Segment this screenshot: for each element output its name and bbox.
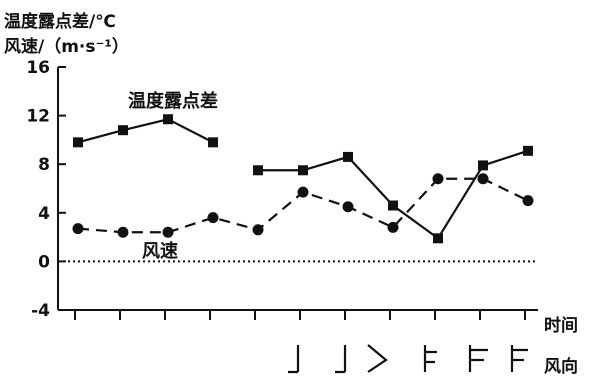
data-point	[253, 165, 263, 176]
series-layer	[72, 114, 534, 244]
data-point	[432, 173, 444, 185]
data-point	[73, 137, 83, 148]
wind-barb-icon	[367, 344, 388, 373]
data-point	[387, 221, 399, 233]
x-axis-label-time: 时间	[544, 315, 578, 336]
data-point	[478, 160, 488, 171]
y-tick-label: 8	[38, 155, 50, 175]
wind-barb-icon	[335, 345, 347, 374]
y-ticks: 16 12 8 4 0 -4	[26, 58, 66, 321]
y-tick-label: -4	[31, 301, 50, 321]
data-point	[117, 226, 129, 238]
series-1	[72, 173, 534, 238]
wind-barb-icon	[510, 345, 528, 372]
data-point	[343, 151, 353, 162]
data-point	[162, 226, 174, 238]
data-point	[208, 137, 218, 148]
series-label-wind-speed: 风速	[142, 240, 178, 262]
wind-direction-label: 风向	[544, 356, 578, 377]
data-point	[252, 224, 264, 236]
data-point	[297, 186, 309, 198]
y-axis-title-line1: 温度露点差/℃	[4, 11, 116, 32]
data-point	[523, 145, 533, 156]
data-point	[72, 223, 84, 235]
series-label-dew-point: 温度露点差	[128, 90, 218, 112]
data-point	[433, 233, 443, 244]
data-point	[163, 114, 173, 125]
y-axis-title-line2: 风速/（m·s⁻¹）	[4, 36, 129, 57]
y-tick-label: 16	[26, 58, 50, 78]
y-tick-label: 4	[38, 204, 50, 224]
data-point	[477, 173, 489, 185]
series-line	[77, 118, 214, 144]
data-point	[207, 212, 219, 224]
series-0	[73, 114, 533, 244]
y-tick-label: 0	[38, 252, 50, 272]
data-point	[342, 201, 354, 213]
data-point	[388, 200, 398, 211]
y-tick-label: 12	[26, 107, 50, 127]
wind-direction-row	[288, 344, 528, 374]
data-point	[522, 195, 534, 207]
data-point	[298, 165, 308, 176]
wind-barb-icon	[288, 345, 300, 374]
wind-barb-icon	[423, 345, 437, 372]
x-ticks	[74, 310, 526, 320]
wind-barb-icon	[468, 345, 488, 372]
data-point	[118, 125, 128, 136]
